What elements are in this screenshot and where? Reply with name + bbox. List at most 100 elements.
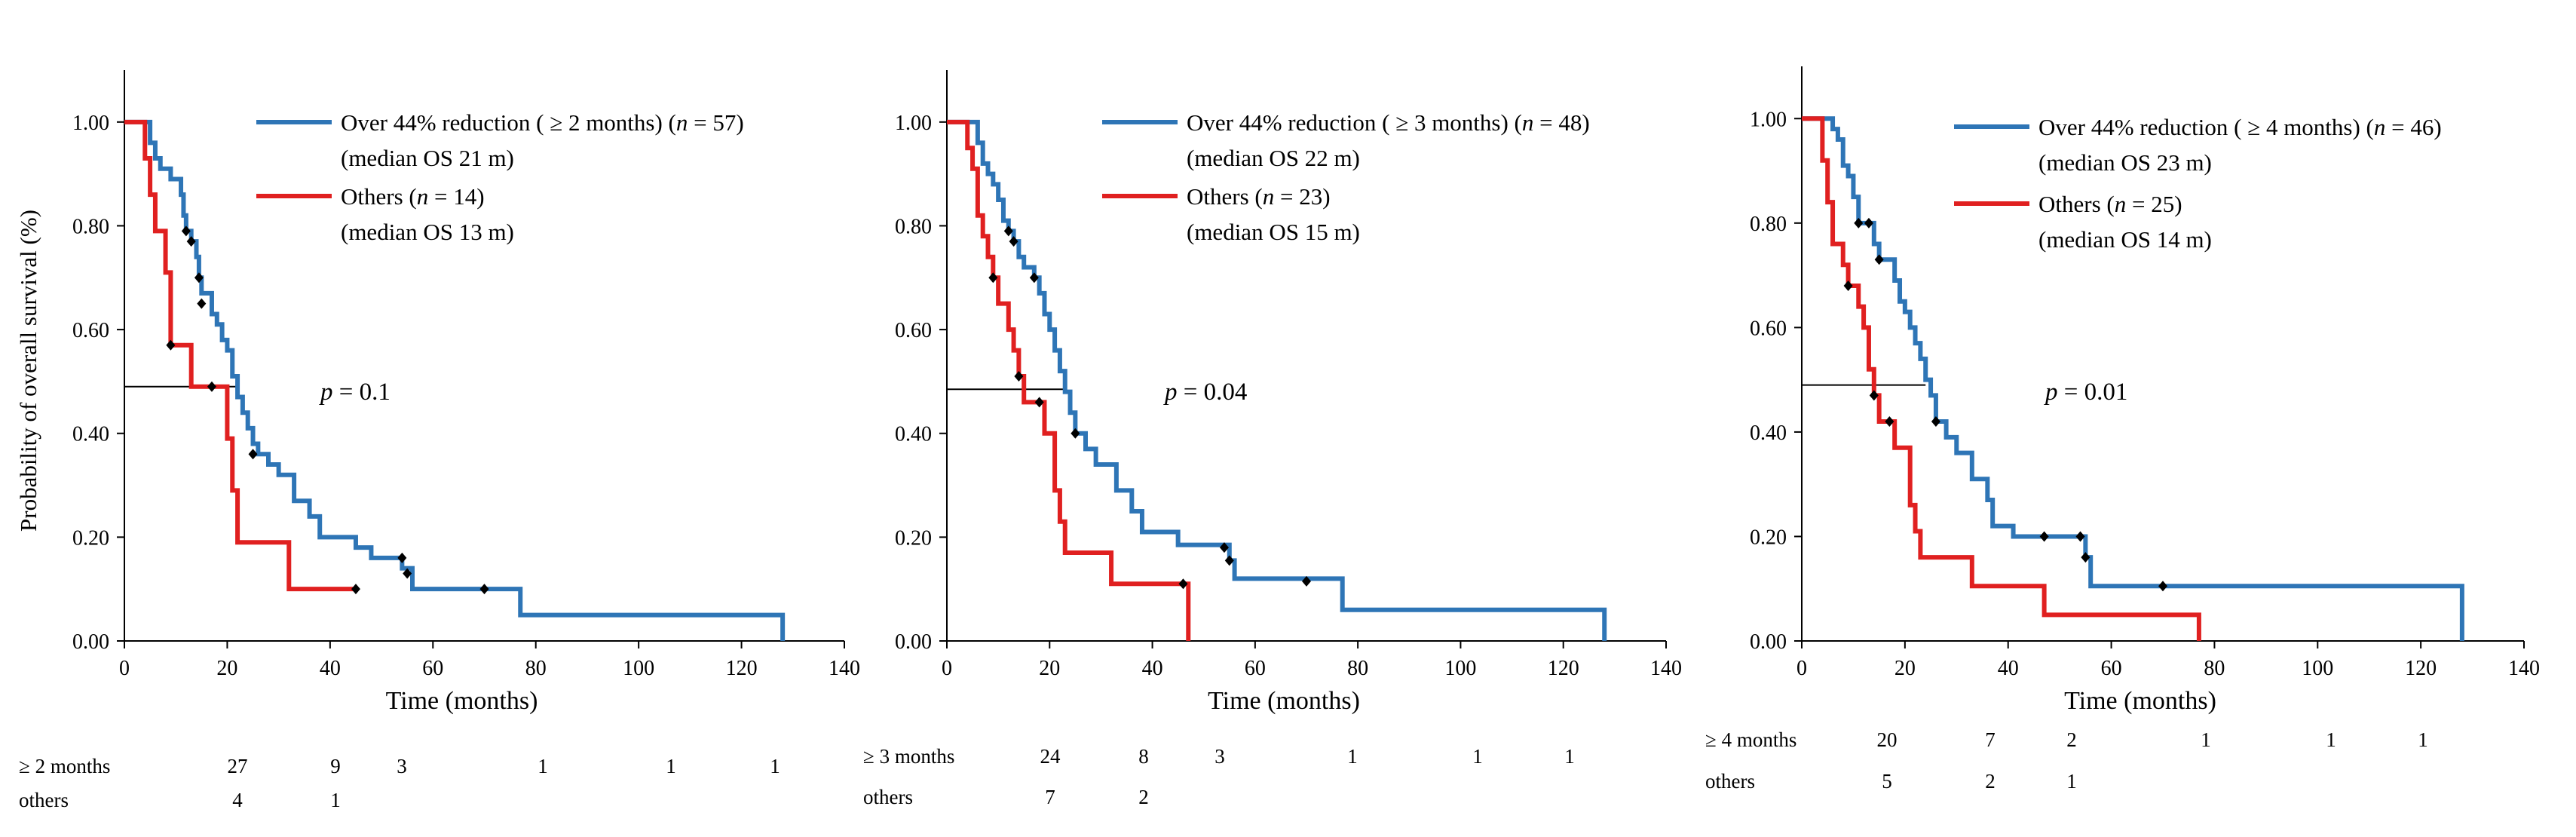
risk-count: 1 bbox=[2326, 728, 2336, 751]
x-tick-label: 120 bbox=[1548, 657, 1579, 680]
y-tick-label: 0.00 bbox=[72, 630, 109, 654]
survival-curve-reduction bbox=[1802, 116, 2464, 641]
x-tick-label: 120 bbox=[2405, 657, 2437, 680]
censor-mark bbox=[403, 568, 412, 579]
risk-row-label: others bbox=[19, 789, 69, 811]
risk-count: 24 bbox=[1040, 745, 1061, 768]
censor-mark bbox=[351, 584, 360, 595]
risk-count: 2 bbox=[1985, 770, 1996, 793]
x-tick-label: 80 bbox=[2204, 657, 2225, 680]
censor-mark bbox=[1014, 371, 1024, 382]
x-tick-label: 60 bbox=[422, 657, 443, 680]
y-tick-label: 0.60 bbox=[895, 319, 932, 342]
x-tick-label: 40 bbox=[1998, 657, 2019, 680]
risk-count: 3 bbox=[397, 755, 407, 777]
censor-mark bbox=[1874, 254, 1884, 265]
risk-count: 7 bbox=[1045, 786, 1055, 808]
x-tick-label: 100 bbox=[1444, 657, 1476, 680]
censor-mark bbox=[1864, 217, 1873, 228]
legend-median-reduction: (median OS 22 m) bbox=[1187, 145, 1360, 171]
censor-mark bbox=[1854, 217, 1864, 228]
censor-mark bbox=[1029, 272, 1039, 284]
risk-count: 1 bbox=[330, 789, 341, 811]
risk-count: 7 bbox=[1985, 728, 1996, 751]
censor-mark bbox=[207, 381, 216, 392]
x-tick-label: 0 bbox=[942, 657, 952, 680]
risk-count: 2 bbox=[1138, 786, 1149, 808]
censor-mark bbox=[479, 584, 489, 595]
risk-count: 1 bbox=[2066, 770, 2077, 793]
risk-count: 8 bbox=[1138, 745, 1149, 768]
legend-median-reduction: (median OS 23 m) bbox=[2038, 149, 2212, 176]
censor-mark bbox=[1302, 575, 1311, 587]
survival-curve-reduction bbox=[947, 119, 1607, 641]
y-tick-label: 0.00 bbox=[895, 630, 932, 654]
censor-mark bbox=[194, 272, 204, 284]
x-axis-title: Time (months) bbox=[386, 687, 538, 715]
x-tick-label: 20 bbox=[216, 657, 237, 680]
censor-mark bbox=[1009, 236, 1018, 247]
survival-curve-reduction bbox=[124, 119, 786, 641]
km-panel-3: 0.000.200.400.600.801.000 20 40 60 80 100 120 1… bbox=[1705, 66, 2540, 793]
risk-count: 1 bbox=[2201, 728, 2211, 751]
censor-mark bbox=[1931, 416, 1940, 428]
p-value-label: p = 0.04 bbox=[1163, 379, 1247, 406]
risk-count: 20 bbox=[1877, 728, 1898, 751]
survival-curve-others bbox=[124, 119, 356, 592]
x-tick-label: 80 bbox=[525, 657, 547, 680]
x-tick-label: 0 bbox=[119, 657, 130, 680]
risk-count: 2 bbox=[2066, 728, 2077, 751]
km-panel-1: 0.00 0.20 0.40 0.60 0.80 1.00 0 20 40 60 80 100 120 1… bbox=[15, 70, 860, 811]
censor-mark bbox=[2158, 581, 2167, 592]
censor-mark bbox=[181, 225, 191, 237]
y-tick-label: 0.40 bbox=[895, 423, 932, 446]
risk-count: 9 bbox=[330, 755, 341, 777]
y-axis-title: Probability of overall survival (%) bbox=[15, 210, 41, 532]
legend-median-reduction: (median OS 21 m) bbox=[341, 145, 514, 171]
y-tick-label: 0.80 bbox=[1750, 213, 1787, 236]
survival-curve-others bbox=[947, 119, 1191, 641]
y-tick-label: 0.80 bbox=[72, 215, 109, 238]
legend-label-others: Others (n = 14) bbox=[341, 183, 485, 210]
y-tick-label: 0.60 bbox=[1750, 317, 1787, 340]
censor-mark bbox=[1869, 390, 1879, 401]
legend-median-others: (median OS 14 m) bbox=[2038, 226, 2212, 253]
censor-mark bbox=[2075, 531, 2085, 542]
x-tick-label: 20 bbox=[1039, 657, 1060, 680]
legend-label-reduction: Over 44% reduction ( ≥ 4 months) (n = 46… bbox=[2038, 114, 2442, 140]
y-tick-label: 0.40 bbox=[1750, 422, 1787, 445]
risk-row-label: ≥ 4 months bbox=[1705, 728, 1796, 751]
km-panel-2: 0.00 0.20 0.40 0.60 0.80 1.00 0 20 40 60 80 100 120 1… bbox=[863, 70, 1682, 808]
censor-mark bbox=[1178, 578, 1188, 590]
x-axis-title: Time (months) bbox=[2064, 687, 2216, 715]
censor-mark bbox=[397, 552, 407, 563]
legend-median-others: (median OS 15 m) bbox=[1187, 219, 1360, 245]
risk-count: 1 bbox=[1347, 745, 1358, 768]
survival-curve-others bbox=[1802, 116, 2201, 641]
censor-mark bbox=[197, 298, 207, 309]
censor-mark bbox=[1219, 542, 1229, 553]
x-tick-label: 0 bbox=[1796, 657, 1807, 680]
risk-row-label: ≥ 3 months bbox=[863, 745, 954, 768]
risk-row-label: others bbox=[1705, 770, 1755, 793]
x-tick-label: 40 bbox=[320, 657, 341, 680]
y-tick-label: 0.60 bbox=[72, 319, 109, 342]
y-tick-label: 1.00 bbox=[72, 112, 109, 135]
risk-count: 27 bbox=[228, 755, 248, 777]
legend-label-reduction: Over 44% reduction ( ≥ 2 months) (n = 57… bbox=[341, 109, 744, 136]
p-value-label: p = 0.1 bbox=[319, 379, 391, 406]
legend-label-reduction: Over 44% reduction ( ≥ 3 months) (n = 48… bbox=[1187, 109, 1590, 136]
y-tick-label: 0.20 bbox=[895, 526, 932, 550]
censor-mark bbox=[186, 236, 196, 247]
x-tick-label: 40 bbox=[1142, 657, 1163, 680]
y-tick-label: 1.00 bbox=[895, 112, 932, 135]
x-tick-label: 20 bbox=[1894, 657, 1916, 680]
risk-count: 5 bbox=[1882, 770, 1892, 793]
x-axis-title: Time (months) bbox=[1208, 687, 1360, 715]
risk-count: 1 bbox=[1472, 745, 1483, 768]
x-tick-label: 60 bbox=[1245, 657, 1266, 680]
x-tick-label: 60 bbox=[2101, 657, 2122, 680]
legend-median-others: (median OS 13 m) bbox=[341, 219, 514, 245]
